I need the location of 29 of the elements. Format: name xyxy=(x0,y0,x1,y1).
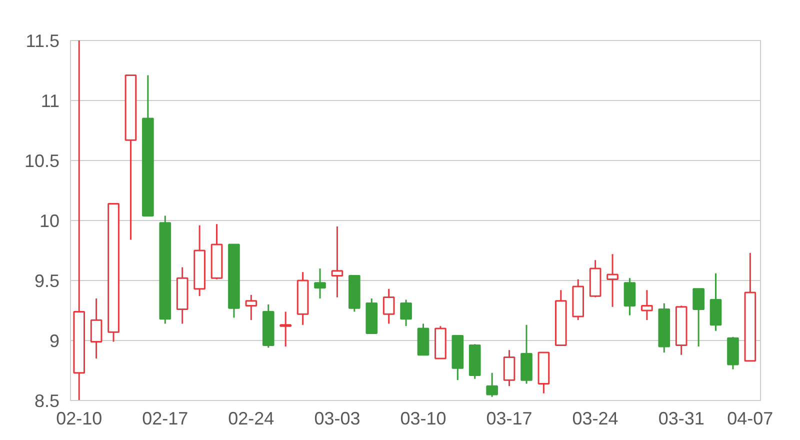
x-tick-label: 03-10 xyxy=(400,408,446,428)
y-tick-label: 8.5 xyxy=(34,391,60,411)
y-tick-label: 9 xyxy=(49,331,60,351)
candlestick xyxy=(90,298,102,360)
y-tick-label: 9.5 xyxy=(34,271,60,291)
candlestick xyxy=(486,372,498,398)
candlestick xyxy=(245,294,258,321)
candlestick xyxy=(641,289,653,321)
x-tick-label: 02-10 xyxy=(56,408,102,428)
x-tick-label: 04-07 xyxy=(727,408,774,428)
candlestick xyxy=(314,268,326,300)
x-tick-label: 03-17 xyxy=(486,408,532,428)
y-tick-label: 11 xyxy=(40,91,60,111)
x-tick-label: 03-03 xyxy=(314,408,360,428)
candlestick xyxy=(331,226,344,298)
y-tick-label: 11.5 xyxy=(26,31,60,51)
y-tick-label: 10.5 xyxy=(24,151,60,171)
x-tick-label: 03-24 xyxy=(572,408,618,428)
y-tick-label: 10 xyxy=(39,211,60,231)
candlestick xyxy=(624,277,636,316)
candlestick xyxy=(382,288,395,324)
candlestick xyxy=(503,349,516,387)
candlestick xyxy=(280,310,292,348)
x-tick-label: 02-17 xyxy=(142,408,188,428)
x-tick-label: 03-31 xyxy=(658,408,704,428)
candlestick xyxy=(400,298,412,327)
candlestick xyxy=(606,253,618,308)
x-tick-label: 02-24 xyxy=(228,408,274,428)
candlestick xyxy=(692,288,704,348)
